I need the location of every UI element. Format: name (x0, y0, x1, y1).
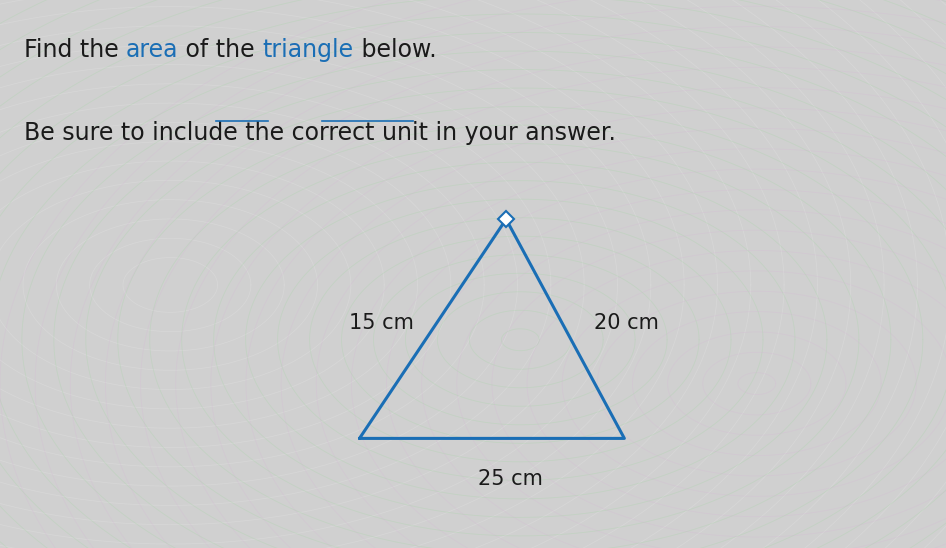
Text: 15 cm: 15 cm (349, 313, 414, 333)
Text: Be sure to include the correct unit in your answer.: Be sure to include the correct unit in y… (24, 121, 616, 145)
Text: 20 cm: 20 cm (594, 313, 658, 333)
Text: 25 cm: 25 cm (479, 469, 543, 488)
Text: below.: below. (354, 38, 436, 62)
Text: Find the: Find the (24, 38, 126, 62)
Text: triangle: triangle (263, 38, 354, 62)
Text: area: area (126, 38, 179, 62)
Text: of the: of the (179, 38, 263, 62)
